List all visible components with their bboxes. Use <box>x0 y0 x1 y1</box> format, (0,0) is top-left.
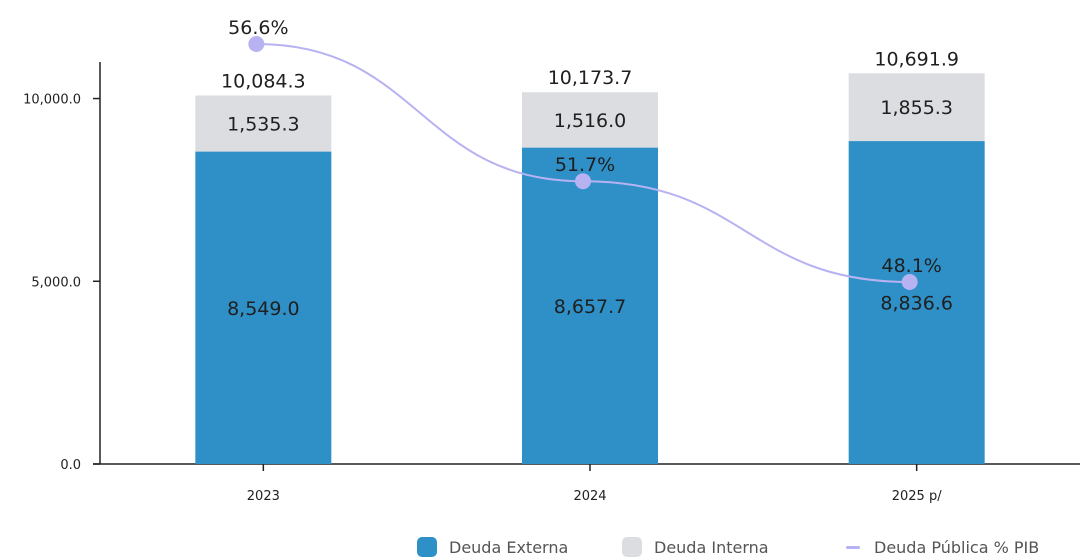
data-label-total: 10,173.7 <box>548 67 633 89</box>
data-label-deuda-publica-pib: 51.7% <box>555 154 615 176</box>
data-label-deuda-interna: 1,516.0 <box>554 110 627 132</box>
legend-swatch-deuda-interna <box>622 537 642 557</box>
point-deuda-publica-pib[interactable] <box>901 274 918 290</box>
legend-swatch-deuda-publica-pib <box>846 545 860 549</box>
data-label-deuda-interna: 1,855.3 <box>880 97 953 119</box>
chart: 0.0 5,000.0 10,000.0 2023 2024 2025 p/ 8,549… <box>23 17 1080 504</box>
data-label-deuda-externa: 8,657.7 <box>554 296 627 318</box>
bar-deuda-externa[interactable] <box>848 141 985 464</box>
bar-deuda-externa[interactable] <box>195 151 332 464</box>
point-deuda-publica-pib[interactable] <box>248 36 265 52</box>
legend-item-deuda-externa[interactable]: Deuda Externa <box>417 536 568 558</box>
point-deuda-publica-pib[interactable] <box>575 173 591 190</box>
data-label-total: 10,084.3 <box>221 70 306 92</box>
legend-label-deuda-externa: Deuda Externa <box>449 537 569 557</box>
x-tick-label: 2024 <box>573 489 606 504</box>
data-label-deuda-externa: 8,836.6 <box>880 293 953 315</box>
legend-item-deuda-publica-pib[interactable]: Deuda Pública % PIB <box>846 536 1039 558</box>
bar-deuda-interna[interactable] <box>848 73 985 142</box>
data-label-deuda-interna: 1,535.3 <box>227 114 300 136</box>
y-tick-label: 5,000.0 <box>31 275 81 290</box>
legend-item-deuda-interna[interactable]: Deuda Interna <box>622 536 769 558</box>
legend-label-deuda-interna: Deuda Interna <box>654 537 769 557</box>
data-label-deuda-externa: 8,549.0 <box>227 298 300 320</box>
data-label-deuda-publica-pib: 48.1% <box>881 255 941 277</box>
legend-label-deuda-publica-pib: Deuda Pública % PIB <box>874 537 1040 557</box>
x-tick-label: 2023 <box>247 489 280 504</box>
bar-deuda-interna[interactable] <box>195 95 332 152</box>
data-label-deuda-publica-pib: 56.6% <box>228 17 288 39</box>
x-tick-label: 2025 p/ <box>892 489 942 504</box>
bar-deuda-interna[interactable] <box>522 92 658 148</box>
y-tick-label: 0.0 <box>60 458 81 473</box>
bar-deuda-externa[interactable] <box>522 147 658 465</box>
legend-swatch-deuda-externa <box>417 537 437 557</box>
legend: Deuda Externa Deuda Interna Deuda Públic… <box>0 536 1083 560</box>
data-label-total: 10,691.9 <box>874 48 959 70</box>
y-tick-label: 10,000.0 <box>23 93 81 108</box>
